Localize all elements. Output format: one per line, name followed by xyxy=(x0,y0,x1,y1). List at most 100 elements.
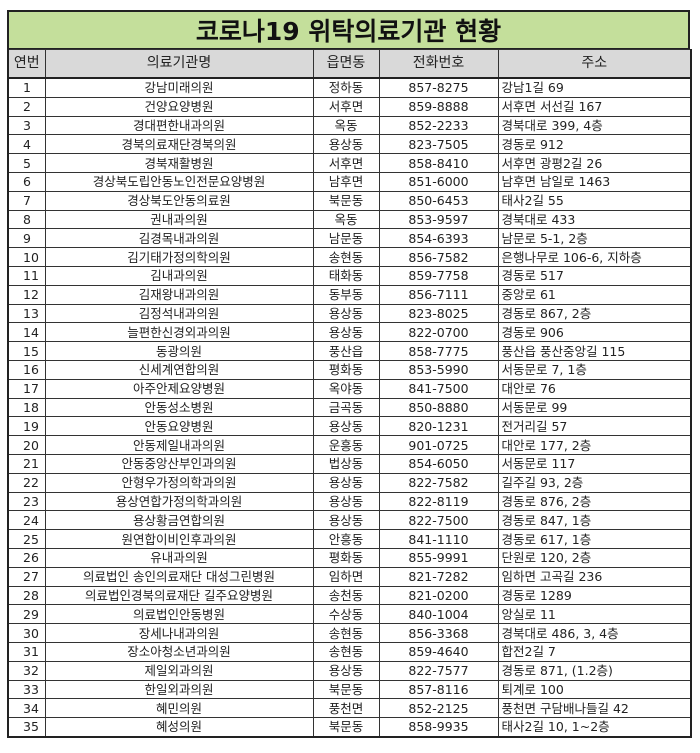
address: 합전2길 7 xyxy=(497,641,692,662)
phone-number: 822-7577 xyxy=(378,660,499,681)
phone-number: 854-6050 xyxy=(378,453,499,474)
table-row: 6 경상북도립안동노인전문요양병원 남후면 851-6000 남후면 남일로 1463 xyxy=(7,171,692,192)
table-row: 3 경대편한내과의원 옥동 852-2233 경북대로 399, 4층 xyxy=(7,115,692,136)
table-row: 1 강남미래의원 정하동 857-8275 강남1길 69 xyxy=(7,77,692,98)
district: 용상동 xyxy=(312,510,380,531)
phone-number: 854-6393 xyxy=(378,228,499,249)
address: 태사2길 55 xyxy=(497,190,692,211)
address: 은행나무로 106-6, 지하층 xyxy=(497,247,692,267)
row-number: 12 xyxy=(7,284,46,305)
address: 경동로 867, 2층 xyxy=(497,303,692,324)
sheet-title: 코로나19 위탁의료기관 현황 xyxy=(7,10,690,49)
district: 용상동 xyxy=(312,660,380,681)
phone-number: 856-7111 xyxy=(378,284,499,305)
address: 단원로 120, 2층 xyxy=(497,547,692,568)
row-number: 21 xyxy=(7,453,46,474)
table-row: 22 안형우가정의학과의원 용상동 822-7582 길주길 93, 2층 xyxy=(7,472,692,493)
institution-name: 경상북도안동의료원 xyxy=(44,190,314,211)
institution-name: 한일외과의원 xyxy=(44,679,314,700)
address: 서동문로 99 xyxy=(497,397,692,418)
phone-number: 858-7775 xyxy=(378,341,499,361)
address: 풍천면 구담배나들길 42 xyxy=(497,698,692,719)
institution-name: 의료법인안동병원 xyxy=(44,604,314,625)
phone-number: 821-7282 xyxy=(378,566,499,587)
address: 대안로 76 xyxy=(497,378,692,399)
institution-name: 제일외과의원 xyxy=(44,660,314,681)
row-number: 31 xyxy=(7,641,46,662)
institution-name: 원연합이비인후과의원 xyxy=(44,529,314,549)
district: 용상동 xyxy=(312,134,380,155)
row-number: 5 xyxy=(7,153,46,173)
row-number: 24 xyxy=(7,510,46,531)
district: 용상동 xyxy=(312,491,380,512)
row-number: 6 xyxy=(7,171,46,192)
district: 태화동 xyxy=(312,265,380,286)
table-row: 32 제일외과의원 용상동 822-7577 경동로 871, (1.2층) xyxy=(7,660,692,681)
district: 북문동 xyxy=(312,190,380,211)
district: 서후면 xyxy=(312,153,380,173)
row-number: 34 xyxy=(7,698,46,719)
address: 임하면 고곡길 236 xyxy=(497,566,692,587)
phone-number: 859-7758 xyxy=(378,265,499,286)
institution-name: 장소아청소년과의원 xyxy=(44,641,314,662)
institution-name: 용상황금연합의원 xyxy=(44,510,314,531)
phone-number: 858-9935 xyxy=(378,717,499,738)
address: 경북대로 486, 3, 4층 xyxy=(497,623,692,643)
phone-number: 853-5990 xyxy=(378,359,499,380)
row-number: 18 xyxy=(7,397,46,418)
district: 북문동 xyxy=(312,717,380,738)
address: 서후면 광평2길 26 xyxy=(497,153,692,173)
district: 금곡동 xyxy=(312,397,380,418)
row-number: 2 xyxy=(7,96,46,117)
row-number: 8 xyxy=(7,209,46,230)
institution-name: 경북재활병원 xyxy=(44,153,314,173)
row-number: 29 xyxy=(7,604,46,625)
institution-name: 경상북도립안동노인전문요양병원 xyxy=(44,171,314,192)
table-row: 4 경북의료재단경북의원 용상동 823-7505 경동로 912 xyxy=(7,134,692,155)
address: 경동로 617, 1층 xyxy=(497,529,692,549)
row-number: 35 xyxy=(7,717,46,738)
district: 송현동 xyxy=(312,641,380,662)
institution-name: 안형우가정의학과의원 xyxy=(44,472,314,493)
district: 옥동 xyxy=(312,115,380,136)
district: 남문동 xyxy=(312,228,380,249)
table-row: 8 권내과의원 옥동 853-9597 경북대로 433 xyxy=(7,209,692,230)
row-number: 25 xyxy=(7,529,46,549)
institution-name: 권내과의원 xyxy=(44,209,314,230)
table-row: 35 혜성의원 북문동 858-9935 태사2길 10, 1~2층 xyxy=(7,717,692,738)
table-row: 23 용상연합가정의학과의원 용상동 822-8119 경동로 876, 2층 xyxy=(7,491,692,512)
row-number: 32 xyxy=(7,660,46,681)
district: 송현동 xyxy=(312,247,380,267)
institution-name: 김재왕내과의원 xyxy=(44,284,314,305)
phone-number: 823-7505 xyxy=(378,134,499,155)
phone-number: 850-8880 xyxy=(378,397,499,418)
table-row: 31 장소아청소년과의원 송현동 859-4640 합전2길 7 xyxy=(7,641,692,662)
table-row: 20 안동제일내과의원 운흥동 901-0725 대안로 177, 2층 xyxy=(7,435,692,455)
phone-number: 822-8119 xyxy=(378,491,499,512)
address: 태사2길 10, 1~2층 xyxy=(497,717,692,738)
address: 앙실로 11 xyxy=(497,604,692,625)
phone-number: 840-1004 xyxy=(378,604,499,625)
col-header-district: 읍면동 xyxy=(312,49,380,79)
table-row: 14 늘편한신경외과의원 용상동 822-0700 경동로 906 xyxy=(7,322,692,343)
phone-number: 857-8116 xyxy=(378,679,499,700)
district: 송천동 xyxy=(312,585,380,606)
row-number: 16 xyxy=(7,359,46,380)
address: 퇴계로 100 xyxy=(497,679,692,700)
row-number: 3 xyxy=(7,115,46,136)
address: 서동문로 117 xyxy=(497,453,692,474)
institution-table: 연번 의료기관명 읍면동 전화번호 주소 1 강남미래의원 정하동 857-8275 강… xyxy=(7,49,692,738)
table-row: 19 안동요양병원 용상동 820-1231 전거리길 57 xyxy=(7,416,692,437)
district: 정하동 xyxy=(312,77,380,98)
table-row: 16 신세계연합의원 평화동 853-5990 서동문로 7, 1층 xyxy=(7,359,692,380)
address: 경동로 912 xyxy=(497,134,692,155)
address: 남후면 남일로 1463 xyxy=(497,171,692,192)
row-number: 10 xyxy=(7,247,46,267)
district: 법상동 xyxy=(312,453,380,474)
phone-number: 858-8410 xyxy=(378,153,499,173)
institution-name: 안동제일내과의원 xyxy=(44,435,314,455)
row-number: 17 xyxy=(7,378,46,399)
institution-name: 동광의원 xyxy=(44,341,314,361)
table-row: 29 의료법인안동병원 수상동 840-1004 앙실로 11 xyxy=(7,604,692,625)
table-row: 13 김정석내과의원 용상동 823-8025 경동로 867, 2층 xyxy=(7,303,692,324)
